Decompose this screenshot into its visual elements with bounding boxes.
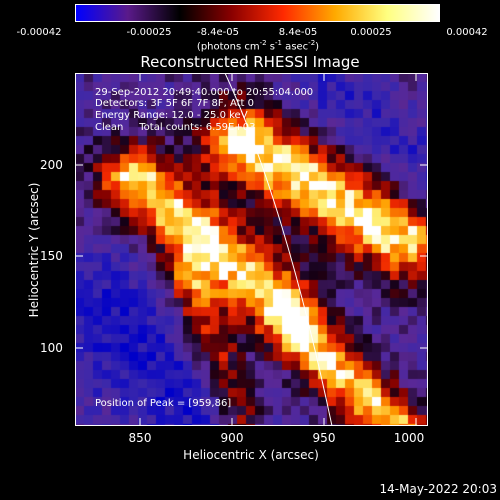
info-counts: Clean Total counts: 6.59E+03: [95, 122, 256, 133]
colorbar-tick: 0.00025: [350, 27, 392, 38]
colorbar-tick: 8.4e-05: [278, 27, 318, 38]
info-detectors: Detectors: 3F 5F 6F 7F 8F, Att 0: [95, 98, 255, 109]
colorbar-tick: -0.00025: [126, 27, 172, 38]
colorbar: [75, 4, 440, 22]
rhessi-image-map: [75, 73, 428, 426]
colorbar-tick: -8.4e-05: [197, 27, 239, 38]
solar-limb-curve: [224, 73, 333, 426]
x-tick-label: 900: [220, 431, 244, 445]
axis-ticks: [75, 73, 428, 426]
image-title: Reconstructed RHESSI Image: [140, 53, 360, 71]
colorbar-units: (photons cm-2 s-1 asec-2): [196, 39, 320, 53]
timestamp-footer: 14-May-2022 20:03: [379, 482, 497, 496]
y-axis-label: Heliocentric Y (arcsec): [27, 182, 41, 318]
info-time-range: 29-Sep-2012 20:49:40.000 to 20:55:04.000: [95, 87, 314, 98]
info-energy-range: Energy Range: 12.0 - 25.0 keV: [95, 110, 248, 121]
x-axis-label: Heliocentric X (arcsec): [183, 448, 319, 462]
colorbar-tick: 0.00042: [446, 27, 488, 38]
y-tick-label: 100: [40, 341, 63, 355]
peak-position: Position of Peak = [959,86]: [95, 398, 232, 409]
y-tick-label: 200: [40, 158, 63, 172]
x-tick-label: 950: [312, 431, 336, 445]
colorbar-tick: -0.00042: [16, 27, 62, 38]
y-tick-label: 150: [40, 249, 63, 263]
x-tick-label: 850: [128, 431, 152, 445]
x-tick-label: 1000: [393, 431, 425, 445]
